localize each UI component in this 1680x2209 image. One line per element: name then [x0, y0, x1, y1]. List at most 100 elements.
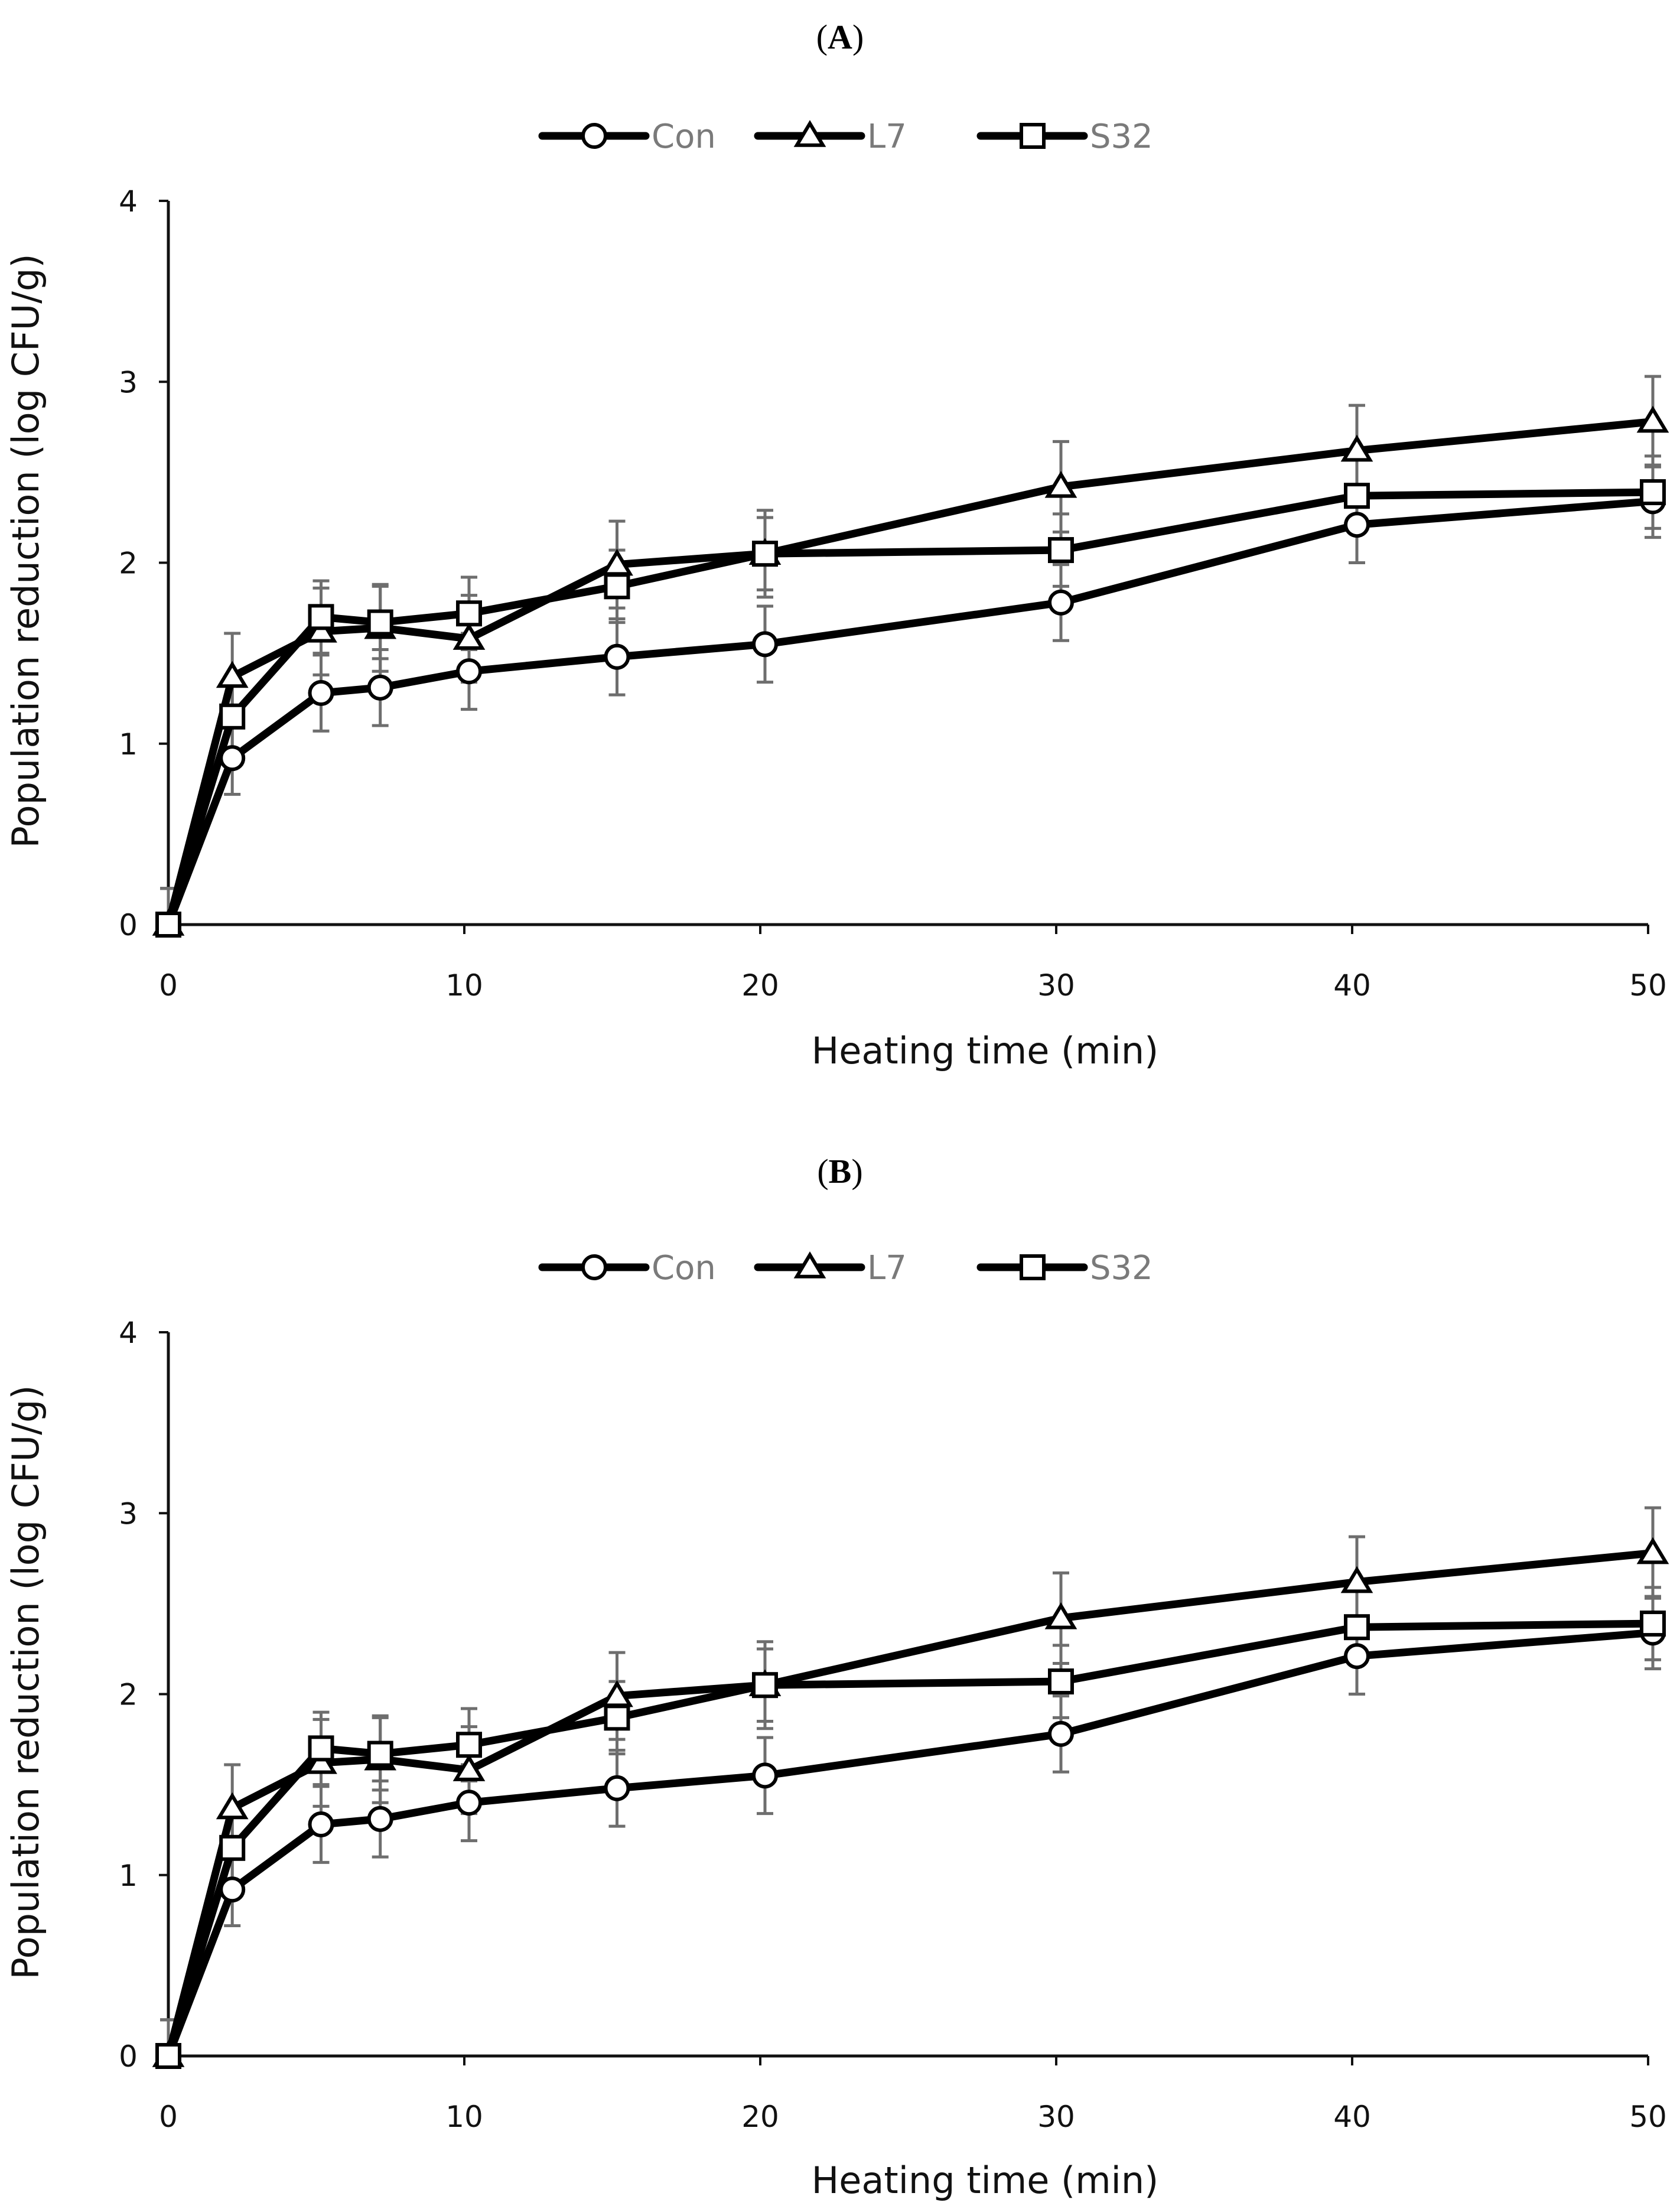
x-tick-label: 10 [445, 2100, 483, 2134]
data-point-con [1344, 1643, 1370, 1670]
y-tick-label: 4 [119, 184, 138, 219]
legend-label-s32: S32 [1090, 1249, 1153, 1287]
legend-marker-s32 [1020, 123, 1046, 149]
data-point-con [1344, 512, 1370, 538]
x-tick-label: 0 [159, 968, 178, 1003]
data-point-s32 [219, 1834, 246, 1861]
series-line-s32 [164, 488, 1657, 929]
series-markers-s32 [155, 479, 1666, 938]
data-point-con [752, 631, 778, 658]
data-point-s32 [308, 1735, 334, 1762]
data-point-s32 [367, 609, 393, 636]
data-point-s32 [155, 2043, 181, 2069]
x-tick-label: 30 [1037, 2100, 1075, 2134]
panel-b: (B) [817, 1152, 862, 1190]
data-point-s32 [367, 1740, 393, 1767]
series-line-con [164, 1628, 1657, 2060]
data-point-l7 [452, 1754, 486, 1781]
x-tick-label: 0 [159, 2100, 178, 2134]
x-tick-label: 30 [1037, 968, 1075, 1003]
x-axis-title: Heating time (min) [812, 2159, 1159, 2202]
y-axis-title: Population reduction (log CFU/g) [4, 1385, 47, 1979]
series-markers-s32 [155, 1611, 1666, 2069]
data-point-l7 [452, 623, 486, 650]
data-point-s32 [456, 600, 482, 627]
legend-marker-con [581, 1254, 607, 1280]
data-point-con [367, 1805, 393, 1832]
series-line-s32 [164, 1619, 1657, 2060]
panel-a: (A) [816, 18, 864, 56]
series-line-con [164, 497, 1657, 929]
data-point-l7 [1340, 434, 1373, 462]
series-markers-con [155, 488, 1666, 938]
data-point-s32 [752, 1672, 778, 1699]
legend-label-con: Con [652, 118, 716, 156]
error-bars [160, 375, 1661, 925]
data-point-l7 [1636, 1537, 1669, 1564]
legend-label-l7: L7 [867, 1249, 907, 1287]
legend-label-l7: L7 [867, 118, 907, 156]
x-tick-label: 20 [741, 968, 779, 1003]
data-point-con [752, 1762, 778, 1789]
y-tick-label: 3 [119, 365, 138, 399]
data-point-l7 [1044, 1602, 1077, 1629]
data-point-con [1048, 589, 1074, 616]
series-markers-con [155, 1619, 1666, 2069]
y-axis-title: Population reduction (log CFU/g) [4, 253, 47, 848]
y-tick-label: 0 [119, 908, 138, 942]
y-tick-label: 1 [119, 1859, 138, 1893]
x-tick-label: 40 [1333, 968, 1371, 1003]
panel-b-title: (B) [817, 1152, 862, 1190]
legend-marker-l7 [793, 1251, 826, 1278]
panel-a-title: (A) [816, 18, 864, 56]
data-point-con [1048, 1720, 1074, 1747]
data-point-s32 [604, 1704, 630, 1731]
data-point-s32 [604, 573, 630, 600]
y-tick-label: 0 [119, 2039, 138, 2074]
data-point-con [219, 1876, 246, 1903]
x-tick-label: 40 [1333, 2100, 1371, 2134]
legend-marker-l7 [793, 120, 826, 147]
data-point-s32 [1344, 1614, 1370, 1641]
data-point-s32 [1640, 479, 1666, 506]
data-point-s32 [1344, 483, 1370, 509]
y-tick-label: 2 [119, 1678, 138, 1712]
x-axis-title: Heating time (min) [812, 1029, 1159, 1072]
data-point-con [308, 1811, 334, 1837]
data-point-l7 [216, 661, 249, 688]
y-tick-label: 2 [119, 546, 138, 581]
data-point-s32 [456, 1732, 482, 1758]
data-point-l7 [1340, 1566, 1373, 1593]
data-point-con [219, 745, 246, 772]
data-point-l7 [1636, 405, 1669, 433]
y-tick-label: 3 [119, 1496, 138, 1531]
y-tick-label: 4 [119, 1316, 138, 1350]
data-point-s32 [1640, 1611, 1666, 1637]
legend-marker-con [581, 123, 607, 149]
data-point-s32 [219, 703, 246, 730]
data-point-s32 [752, 541, 778, 567]
data-point-con [308, 680, 334, 706]
x-tick-label: 20 [741, 2100, 779, 2134]
legend-marker-s32 [1020, 1254, 1046, 1280]
data-point-con [456, 658, 482, 685]
data-point-con [604, 643, 630, 670]
legend: Con L7 S32 [538, 1249, 1153, 1287]
data-point-s32 [155, 912, 181, 938]
y-tick-label: 1 [119, 727, 138, 762]
legend: Con L7 S32 [538, 118, 1153, 156]
data-point-l7 [1044, 471, 1077, 498]
x-tick-label: 50 [1629, 968, 1667, 1003]
data-point-l7 [216, 1792, 249, 1820]
x-tick-label: 50 [1629, 2100, 1667, 2134]
data-point-s32 [308, 604, 334, 630]
data-point-con [456, 1790, 482, 1816]
data-point-con [604, 1775, 630, 1801]
data-point-con [367, 674, 393, 701]
data-point-s32 [1048, 1668, 1074, 1695]
data-point-s32 [1048, 537, 1074, 564]
error-bars [160, 1506, 1661, 2056]
